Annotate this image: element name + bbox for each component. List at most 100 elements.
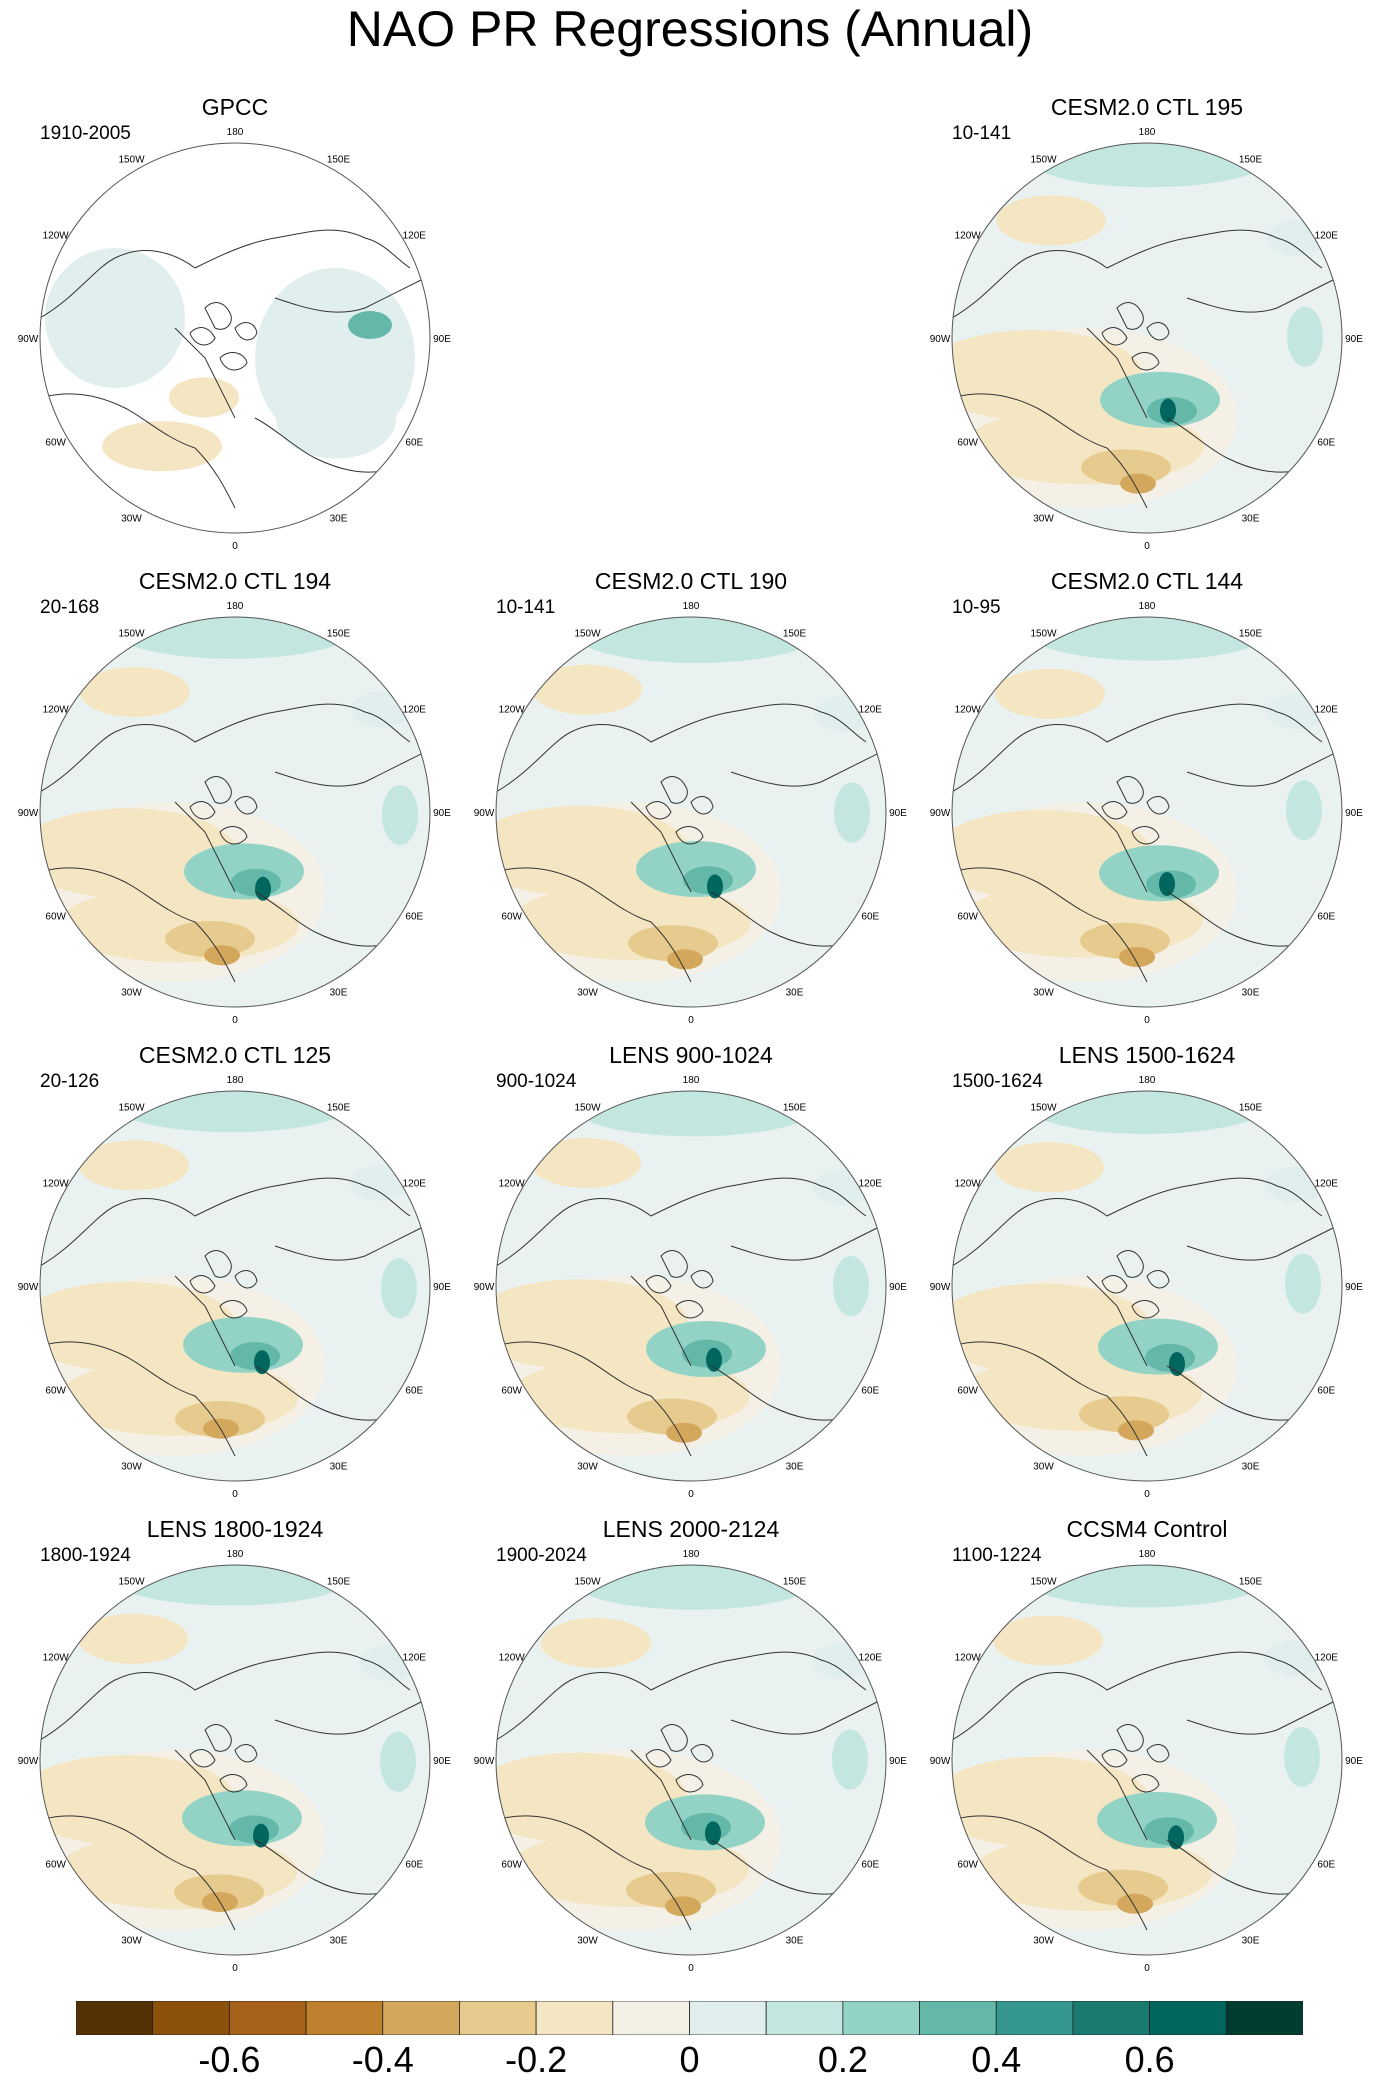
- anomaly-region: [952, 1756, 1150, 1847]
- longitude-label: 150W: [1030, 155, 1057, 166]
- longitude-label: 150E: [1239, 629, 1263, 640]
- coastline: [219, 1300, 248, 1319]
- longitude-label: 120W: [955, 231, 982, 242]
- colorbar-tick-label: 0.2: [817, 2039, 868, 2080]
- panel-period: 1910-2005: [40, 123, 131, 144]
- longitude-label: 120W: [955, 1179, 982, 1190]
- longitude-label: 180: [227, 1075, 244, 1086]
- longitude-label: 30E: [330, 987, 348, 998]
- colorbar-swatch: [612, 2001, 690, 2035]
- coastline: [174, 327, 236, 419]
- longitude-label: 120E: [859, 1653, 883, 1664]
- longitude-label: 120W: [43, 1179, 70, 1190]
- coastline: [952, 229, 1323, 319]
- longitude-label: 120W: [499, 1653, 526, 1664]
- polar-stereographic-map: 180 150E 120E 90E 60E 30E 0 30W 60W 90W 120W 150W: [18, 1075, 452, 1500]
- colorbar-swatch: [459, 2001, 537, 2035]
- longitude-label: 90E: [433, 1282, 451, 1293]
- longitude-label: 60W: [957, 912, 978, 923]
- coastline: [1166, 417, 1308, 473]
- anomaly-region: [253, 1823, 269, 1848]
- anomaly-region: [255, 876, 271, 901]
- anomaly-region: [665, 1896, 701, 1917]
- polar-stereographic-map: 180 150E 120E 90E 60E 30E 0 30W 60W 90W 120W 150W: [18, 127, 452, 552]
- map-frame: [495, 1090, 887, 1482]
- map-frame: [39, 616, 431, 1008]
- coastline: [174, 1749, 236, 1841]
- anomaly-region: [1027, 1091, 1267, 1134]
- anomaly-region: [952, 1283, 1151, 1374]
- longitude-label: 30E: [330, 1935, 348, 1946]
- longitude-label: 60W: [45, 1386, 66, 1397]
- polar-stereographic-map: 180 150E 120E 90E 60E 30E 0 30W 60W 90W 120W 150W: [474, 1549, 908, 1974]
- longitude-label: 30E: [786, 1461, 804, 1472]
- coastline: [1146, 796, 1170, 815]
- longitude-label: 60E: [861, 1386, 879, 1397]
- anomaly-region: [113, 617, 353, 659]
- map-frame: [951, 1564, 1343, 1956]
- anomaly-region: [102, 421, 222, 472]
- anomaly-region: [1120, 473, 1156, 494]
- panel-title: GPCC: [201, 94, 269, 120]
- coastline: [496, 1341, 692, 1457]
- longitude-label: 150W: [118, 155, 145, 166]
- map-frame: [951, 1090, 1343, 1482]
- longitude-label: 120E: [403, 231, 427, 242]
- coastline: [40, 393, 236, 509]
- anomaly-region: [666, 1422, 702, 1443]
- map-panel-cesm2-ctl-125: CESM2.0 CTL 125 20-126 180 150E 120E 90E 60E…: [5, 1041, 465, 1511]
- anomaly-region: [496, 805, 689, 896]
- longitude-label: 90W: [18, 334, 39, 345]
- coastline: [274, 1225, 426, 1261]
- longitude-label: 0: [1144, 1015, 1150, 1026]
- longitude-label: 150W: [574, 629, 601, 640]
- coastline: [645, 1749, 672, 1768]
- longitude-label: 90E: [889, 808, 907, 819]
- panel-period: 1800-1924: [40, 1545, 131, 1566]
- anomaly-region: [995, 668, 1105, 719]
- anomaly-region: [169, 377, 239, 418]
- coastline: [1116, 1724, 1144, 1752]
- anomaly-region: [1118, 1420, 1154, 1441]
- map-frame: [495, 1564, 887, 1956]
- anomaly-region: [45, 248, 185, 388]
- longitude-label: 150W: [574, 1577, 601, 1588]
- longitude-label: 150W: [1030, 629, 1057, 640]
- anomaly-region: [996, 195, 1106, 246]
- polar-stereographic-map: 180 150E 120E 90E 60E 30E 0 30W 60W 90W 120W 150W: [474, 601, 908, 1026]
- panel-period: 10-141: [496, 597, 556, 618]
- coastline: [1116, 1250, 1144, 1278]
- anomaly-region: [276, 378, 396, 459]
- anomaly-region: [532, 664, 642, 715]
- longitude-label: 90E: [889, 1756, 907, 1767]
- anomaly-region: [1169, 1352, 1185, 1376]
- colorbar-swatch: [152, 2001, 230, 2035]
- colorbar-swatch: [765, 2001, 844, 2035]
- anomaly-region: [254, 1350, 270, 1375]
- longitude-label: 150E: [783, 629, 807, 640]
- panel-title: CESM2.0 CTL 195: [1050, 94, 1244, 120]
- longitude-label: 150E: [327, 1103, 351, 1114]
- anomaly-region: [1159, 872, 1175, 896]
- longitude-label: 60W: [501, 1386, 522, 1397]
- longitude-label: 150E: [1239, 155, 1263, 166]
- longitude-label: 0: [232, 1015, 238, 1026]
- anomaly-region: [531, 1138, 641, 1188]
- longitude-label: 150W: [118, 629, 145, 640]
- longitude-label: 60E: [1317, 912, 1335, 923]
- longitude-label: 0: [232, 1963, 238, 1974]
- coastline: [204, 1250, 232, 1278]
- anomaly-region: [667, 949, 703, 970]
- coastline: [1131, 352, 1160, 371]
- longitude-label: 150E: [1239, 1577, 1263, 1588]
- coastline: [1101, 1275, 1128, 1294]
- longitude-label: 90E: [1345, 1756, 1363, 1767]
- coastline: [710, 891, 852, 947]
- longitude-label: 120W: [499, 705, 526, 716]
- longitude-label: 60W: [501, 1860, 522, 1871]
- coastline: [1186, 277, 1338, 313]
- longitude-label: 60E: [861, 1860, 879, 1871]
- panel-title: LENS 2000-2124: [602, 1516, 780, 1542]
- longitude-label: 180: [1139, 1549, 1156, 1560]
- coastline: [1146, 322, 1170, 341]
